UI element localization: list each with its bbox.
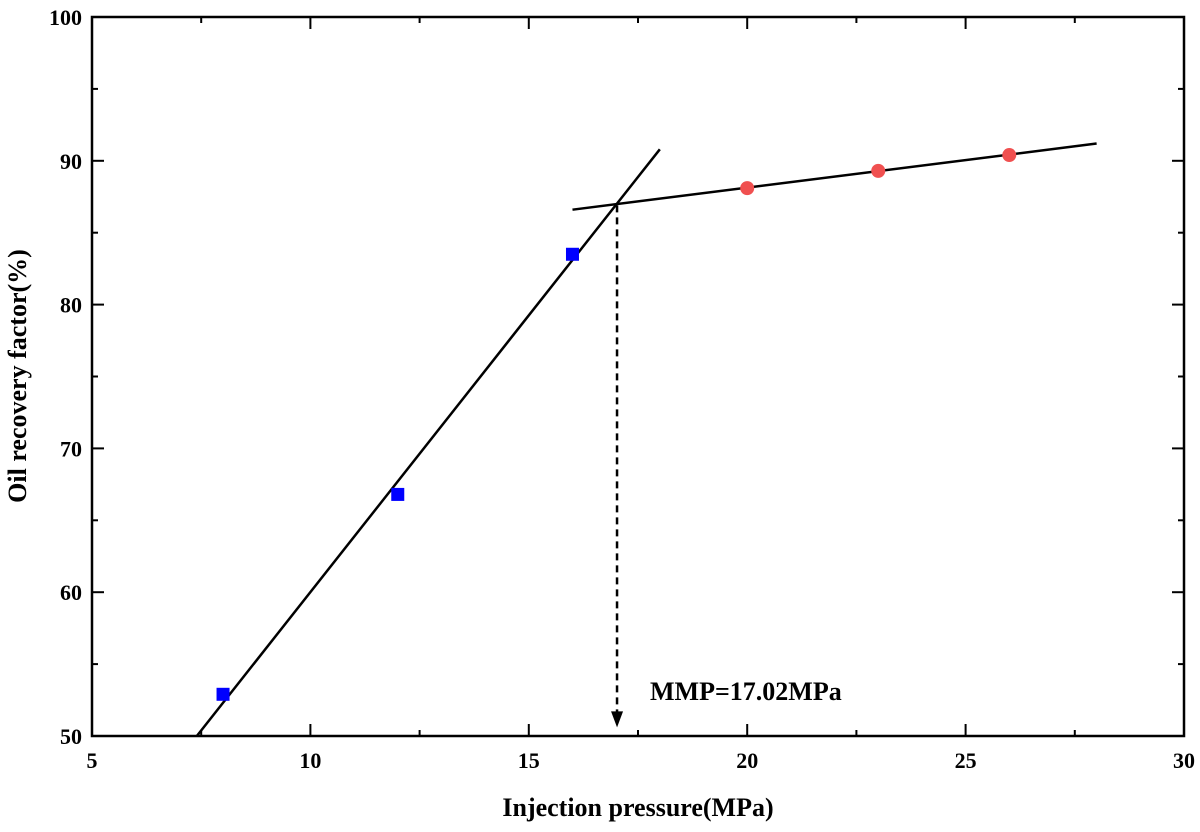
annotation-layer: [611, 205, 624, 728]
axes: 5 10 15 20 25 30 50 60 70 80 90 100: [49, 5, 1195, 773]
y-tick-label: 80: [60, 293, 82, 318]
y-tick-label: 50: [60, 724, 82, 749]
x-axis-title: Injection pressure(MPa): [502, 793, 773, 822]
x-tick-label: 5: [87, 748, 98, 773]
data-point-square: [216, 687, 230, 701]
y-tick-label: 70: [60, 436, 82, 461]
data-points: [216, 148, 1017, 701]
x-tick-label: 10: [299, 748, 321, 773]
mmp-arrowhead: [611, 711, 624, 728]
y-tick-label: 60: [60, 580, 82, 605]
data-point-circle: [871, 163, 886, 178]
x-tick-label: 15: [518, 748, 540, 773]
data-point-circle: [740, 181, 755, 196]
data-point-circle: [1002, 148, 1017, 163]
plot-frame: [90, 15, 1186, 738]
y-tick-label: 90: [60, 149, 82, 174]
x-tick-label: 20: [736, 748, 758, 773]
x-tick-label: 30: [1173, 748, 1195, 773]
y-axis-title: Oil recovery factor(%): [3, 249, 32, 503]
mmp-annotation: MMP=17.02MPa: [650, 677, 842, 706]
x-tick-label: 25: [955, 748, 977, 773]
data-point-square: [391, 487, 405, 501]
data-point-square: [565, 247, 579, 261]
y-tick-label: 100: [49, 5, 82, 30]
fit-line: [195, 148, 661, 737]
fit-lines: [195, 142, 1097, 737]
fit-line: [572, 142, 1097, 211]
